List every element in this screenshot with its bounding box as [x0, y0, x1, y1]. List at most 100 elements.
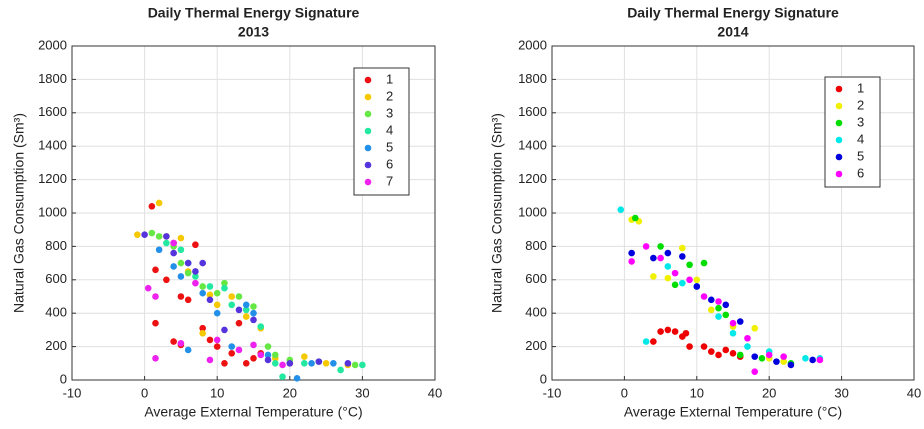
point [213, 343, 221, 350]
point [729, 319, 737, 327]
legend-marker [835, 119, 843, 127]
x-tick-label: 0 [141, 385, 148, 400]
y-tick-label: 200 [525, 338, 547, 353]
point [671, 269, 679, 277]
legend-box [824, 76, 881, 188]
point [693, 283, 701, 290]
y-tick-label: 1000 [518, 204, 547, 219]
point [664, 274, 672, 282]
legend-marker [364, 93, 372, 101]
x-tick-label: 40 [907, 385, 921, 400]
point [199, 259, 206, 267]
legend-marker [364, 161, 372, 169]
point [722, 346, 730, 354]
point [221, 284, 228, 292]
point [758, 354, 766, 362]
legend-marker [364, 110, 372, 118]
chart-subtitle: 2014 [717, 24, 748, 40]
point [700, 259, 708, 267]
point [628, 249, 635, 257]
point [715, 298, 722, 305]
point [715, 313, 722, 320]
point [729, 329, 737, 337]
point [700, 293, 708, 300]
point [235, 306, 243, 314]
point [693, 276, 701, 284]
legend-label: 1 [857, 80, 864, 95]
point [199, 283, 206, 290]
point [213, 336, 221, 344]
y-axis-label: Natural Gas Consumption (Sm³) [11, 113, 27, 313]
legend-label: 3 [857, 114, 864, 129]
point [765, 351, 773, 359]
point [642, 338, 650, 345]
x-tick-label: 30 [355, 385, 369, 400]
y-tick-label: 400 [45, 305, 67, 320]
point [250, 303, 257, 310]
point [751, 353, 759, 360]
point [152, 354, 159, 362]
point [351, 361, 359, 369]
legend-marker [364, 178, 372, 186]
point [170, 249, 177, 257]
point [773, 358, 780, 365]
chart-title: Daily Thermal Energy Signature [627, 5, 839, 21]
legend-label: 2 [386, 88, 393, 103]
y-tick-label: 800 [45, 238, 67, 253]
point [206, 291, 214, 299]
legend-label: 6 [386, 156, 393, 171]
point [155, 233, 163, 240]
point [315, 358, 323, 365]
y-axis-label: Natural Gas Consumption (Sm³) [489, 113, 505, 313]
point [744, 334, 751, 342]
point [170, 263, 177, 270]
point [707, 306, 715, 314]
point [221, 326, 228, 334]
legend-label: 3 [386, 105, 393, 120]
point [148, 229, 156, 237]
point [787, 361, 795, 369]
point [650, 338, 657, 345]
point [235, 319, 243, 327]
point [213, 289, 221, 297]
point [235, 346, 243, 354]
chart-subtitle: 2013 [238, 24, 269, 40]
point [700, 343, 708, 350]
point [664, 249, 672, 257]
point [177, 339, 185, 347]
point [264, 356, 272, 364]
y-tick-label: 200 [45, 338, 67, 353]
x-tick-label: 30 [834, 385, 848, 400]
point [144, 284, 152, 292]
point [617, 206, 625, 213]
y-tick-label: 1400 [38, 138, 67, 153]
legend-label: 6 [857, 165, 864, 180]
point [192, 279, 199, 287]
chart-title: Daily Thermal Energy Signature [148, 5, 360, 21]
point [184, 346, 192, 354]
point [257, 351, 265, 359]
point [301, 360, 308, 367]
point [631, 214, 639, 222]
point [802, 354, 809, 362]
point [722, 311, 730, 319]
point [155, 246, 163, 254]
x-tick-label: -10 [63, 385, 82, 400]
point [228, 343, 236, 350]
point [184, 259, 192, 267]
point [177, 259, 185, 267]
point [628, 258, 635, 265]
point [264, 343, 272, 350]
point [242, 301, 250, 309]
point [134, 231, 141, 239]
point [293, 375, 301, 382]
point [206, 283, 214, 290]
point [686, 276, 693, 284]
legend-label: 7 [386, 173, 393, 188]
point [250, 309, 257, 317]
y-tick-label: 1800 [38, 71, 67, 86]
legend-box [353, 67, 410, 196]
point [816, 356, 824, 364]
legend-marker [364, 144, 372, 152]
